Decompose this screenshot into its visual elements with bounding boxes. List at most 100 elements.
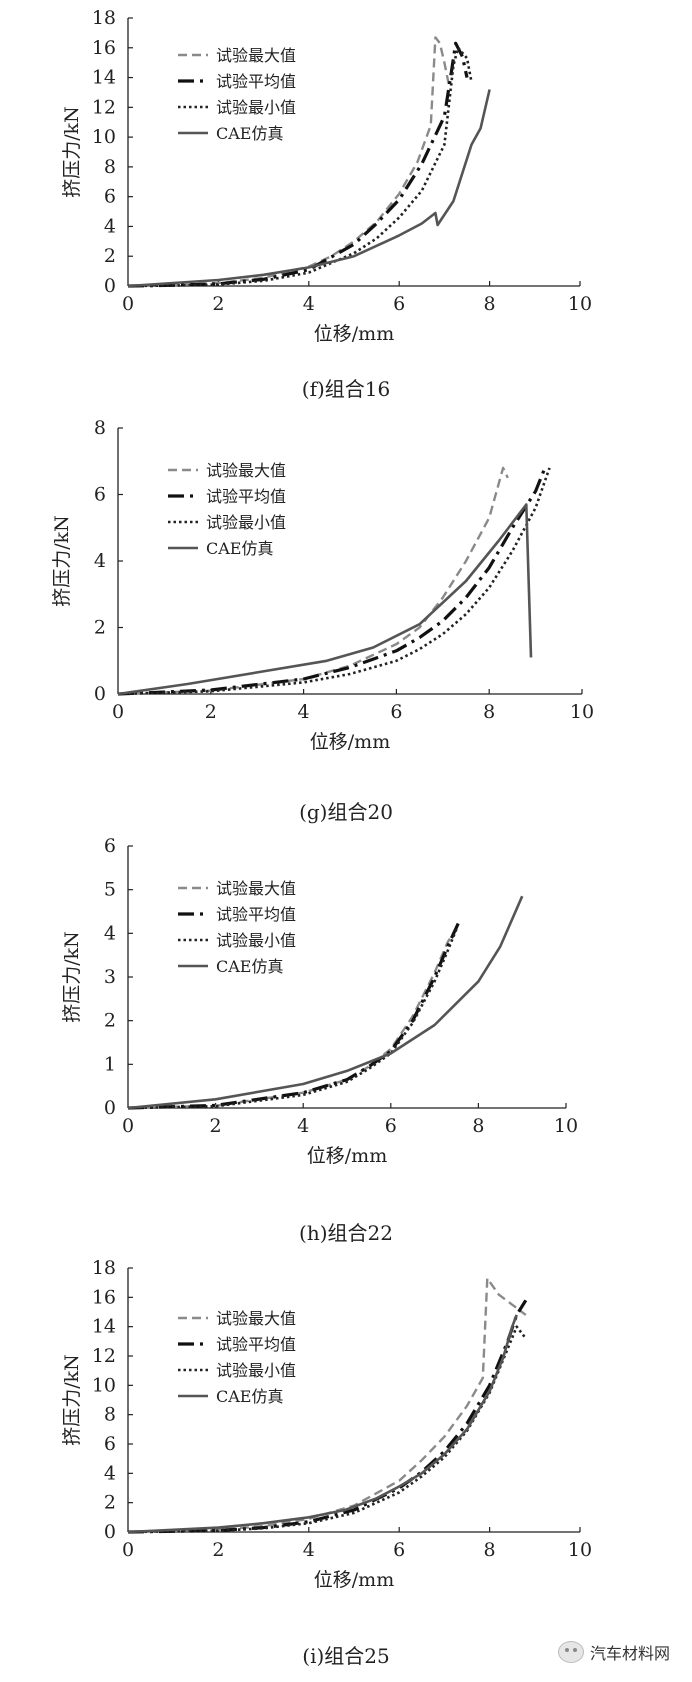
- x-axis-label: 位移/mm: [314, 323, 394, 345]
- legend-label: 试验最大值: [216, 879, 296, 898]
- legend-label: 试验最小值: [206, 513, 286, 532]
- caption-h: (h)组合22: [299, 1221, 393, 1245]
- y-tick-label: 2: [104, 245, 116, 267]
- y-tick-label: 12: [92, 1345, 116, 1367]
- legend-label: 试验最小值: [216, 98, 296, 117]
- y-tick-label: 4: [94, 550, 106, 572]
- y-tick-label: 1: [104, 1053, 116, 1075]
- y-tick-label: 4: [104, 215, 116, 237]
- legend-label: CAE仿真: [216, 957, 283, 976]
- caption-f: (f)组合16: [301, 377, 391, 401]
- y-tick-label: 0: [104, 1521, 116, 1543]
- y-tick-label: 2: [104, 1010, 116, 1032]
- caption-g: (g)组合20: [299, 800, 393, 824]
- y-tick-label: 2: [104, 1492, 116, 1514]
- y-tick-label: 6: [104, 186, 116, 208]
- legend-label: 试验最大值: [206, 461, 286, 480]
- y-tick-label: 18: [92, 1257, 116, 1279]
- legend-label: 试验最大值: [216, 46, 296, 65]
- y-tick-label: 18: [92, 7, 116, 29]
- x-tick-label: 2: [212, 1539, 224, 1561]
- series-line-max: [127, 923, 460, 1110]
- x-tick-label: 8: [483, 701, 495, 723]
- y-tick-label: 14: [92, 67, 116, 89]
- x-tick-label: 10: [570, 701, 594, 723]
- y-tick-label: 12: [92, 96, 116, 118]
- x-tick-label: 8: [472, 1115, 484, 1137]
- x-tick-label: 8: [484, 1539, 496, 1561]
- y-axis-label: 挤压力/kN: [61, 1354, 83, 1446]
- y-tick-label: 10: [92, 1374, 116, 1396]
- x-tick-label: 10: [568, 1539, 592, 1561]
- x-tick-label: 4: [297, 1115, 309, 1137]
- series-line-avg: [127, 1299, 528, 1534]
- x-tick-label: 6: [393, 1539, 405, 1561]
- y-axis-label: 挤压力/kN: [51, 515, 73, 607]
- y-tick-label: 0: [94, 683, 106, 705]
- y-tick-label: 6: [104, 1433, 116, 1455]
- legend-label: 试验最小值: [216, 931, 296, 950]
- series-line-cae: [117, 503, 533, 696]
- x-tick-label: 4: [298, 701, 310, 723]
- y-axis-label: 挤压力/kN: [61, 106, 83, 198]
- x-tick-label: 4: [303, 293, 315, 315]
- x-tick-label: 8: [484, 293, 496, 315]
- watermark: 汽车材料网: [557, 1640, 670, 1664]
- series-line-cae: [127, 1314, 518, 1534]
- y-tick-label: 8: [104, 1404, 116, 1426]
- y-tick-label: 4: [104, 922, 116, 944]
- x-tick-label: 0: [122, 293, 134, 315]
- legend-label: 试验平均值: [216, 72, 296, 91]
- y-tick-label: 16: [92, 37, 116, 59]
- x-tick-label: 0: [112, 701, 124, 723]
- y-tick-label: 10: [92, 126, 116, 148]
- y-tick-label: 2: [94, 617, 106, 639]
- y-tick-label: 0: [104, 1097, 116, 1119]
- x-tick-label: 0: [122, 1539, 134, 1561]
- y-axis-label: 挤压力/kN: [61, 931, 83, 1023]
- watermark-text: 汽车材料网: [589, 1644, 670, 1663]
- series-line-min: [127, 46, 473, 288]
- y-tick-label: 6: [94, 484, 106, 506]
- y-tick-label: 8: [94, 417, 106, 439]
- series-line-max: [127, 1277, 527, 1534]
- legend-label: 试验最小值: [216, 1361, 296, 1380]
- series-line-min: [117, 467, 551, 696]
- series-line-min: [127, 928, 458, 1110]
- y-tick-label: 0: [104, 275, 116, 297]
- x-tick-label: 10: [554, 1115, 578, 1137]
- y-tick-label: 8: [104, 156, 116, 178]
- legend-label: 试验最大值: [216, 1309, 296, 1328]
- chart-h: 0 2 4 6 8 10 0 1 2 3 4 5 6 位移/mm 挤压力/kN 试验最大值试验平均值试验最小值…: [61, 835, 578, 1167]
- x-tick-label: 6: [393, 293, 405, 315]
- x-axis-label: 位移/mm: [310, 731, 390, 753]
- x-tick-label: 6: [385, 1115, 397, 1137]
- legend-label: CAE仿真: [206, 539, 273, 558]
- x-axis-label: 位移/mm: [314, 1569, 394, 1591]
- wechat-icon: [557, 1641, 584, 1663]
- x-tick-label: 2: [210, 1115, 222, 1137]
- y-tick-label: 3: [104, 966, 116, 988]
- legend-label: 试验平均值: [206, 487, 286, 506]
- series-line-avg: [127, 921, 461, 1110]
- chart-i: 0 2 4 6 8 10 0 2 4 6 8 10 12 14 16 18 位移/mm 挤压力/kN 试验最大值试验…: [61, 1257, 592, 1591]
- y-tick-label: 5: [104, 879, 116, 901]
- legend-label: 试验平均值: [216, 1335, 296, 1354]
- y-tick-label: 6: [104, 835, 116, 857]
- y-tick-label: 14: [92, 1316, 116, 1338]
- x-tick-label: 10: [568, 293, 592, 315]
- series-line-min: [127, 1325, 527, 1534]
- y-tick-label: 4: [104, 1462, 116, 1484]
- x-tick-label: 2: [212, 293, 224, 315]
- caption-i: (i)组合25: [302, 1644, 390, 1668]
- series-line-cae: [127, 895, 524, 1110]
- series-line-avg: [127, 41, 469, 288]
- x-tick-label: 2: [205, 701, 217, 723]
- chart-f: 0 2 4 6 8 10 0 2 4 6 8 10 12 14 16 18 位移/mm 挤压力/kN 试验最大值试验…: [61, 7, 592, 345]
- series-line-max: [117, 466, 509, 696]
- legend-label: CAE仿真: [216, 124, 283, 143]
- x-tick-label: 4: [303, 1539, 315, 1561]
- x-axis-label: 位移/mm: [307, 1145, 387, 1167]
- x-tick-label: 6: [390, 701, 402, 723]
